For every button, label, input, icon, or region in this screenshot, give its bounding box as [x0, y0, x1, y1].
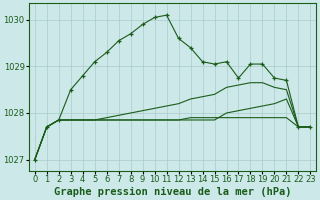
X-axis label: Graphe pression niveau de la mer (hPa): Graphe pression niveau de la mer (hPa) [54, 186, 291, 197]
